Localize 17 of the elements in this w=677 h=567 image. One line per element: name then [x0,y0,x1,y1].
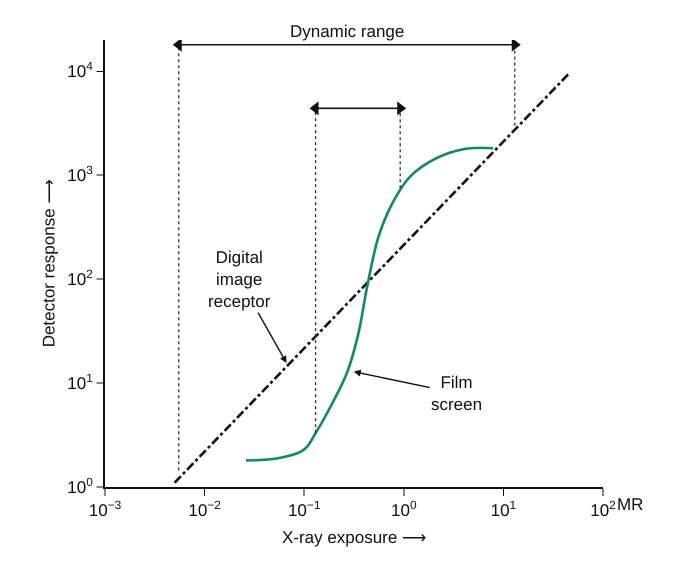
y-tick-label: 10$^{1}$ [67,370,94,394]
x-tick-label: 10$^{1}$ [490,498,517,520]
x-tick-label: 10$^{−3}$ [88,498,122,520]
x-tick-label: 10$^{−1}$ [288,498,321,520]
y-tick-label: 10$^{4}$ [67,59,94,82]
text: MR [617,495,644,514]
y-tick-label: 10$^{2}$ [67,266,94,290]
annotation: Digital image receptor [208,248,271,312]
y-tick-label: 10$^{3}$ [67,163,94,186]
y-axis-title: Detector response ⟶ [39,180,58,348]
x-tick-label: 10$^{2}$ [590,498,616,520]
x-tick-label: 10$^{0}$ [391,498,417,520]
x-axis-title: X-ray exposure ⟶ [282,528,426,548]
x-tick-label: 10$^{−2}$ [188,498,222,520]
annotation: Dynamic range [290,22,404,41]
annotation: Film screen [431,373,482,414]
y-tick-label: 10$^{0}$ [67,474,94,497]
